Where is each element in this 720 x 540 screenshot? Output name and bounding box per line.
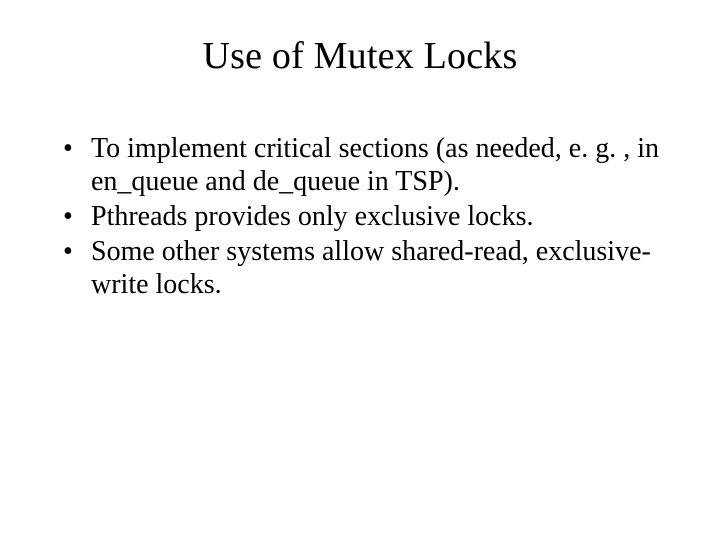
list-item: Some other systems allow shared-read, ex… bbox=[63, 235, 665, 301]
slide: Use of Mutex Locks To implement critical… bbox=[0, 0, 720, 540]
slide-title: Use of Mutex Locks bbox=[55, 34, 665, 78]
list-item: Pthreads provides only exclusive locks. bbox=[63, 200, 665, 233]
list-item: To implement critical sections (as neede… bbox=[63, 132, 665, 198]
bullet-list: To implement critical sections (as neede… bbox=[55, 132, 665, 301]
